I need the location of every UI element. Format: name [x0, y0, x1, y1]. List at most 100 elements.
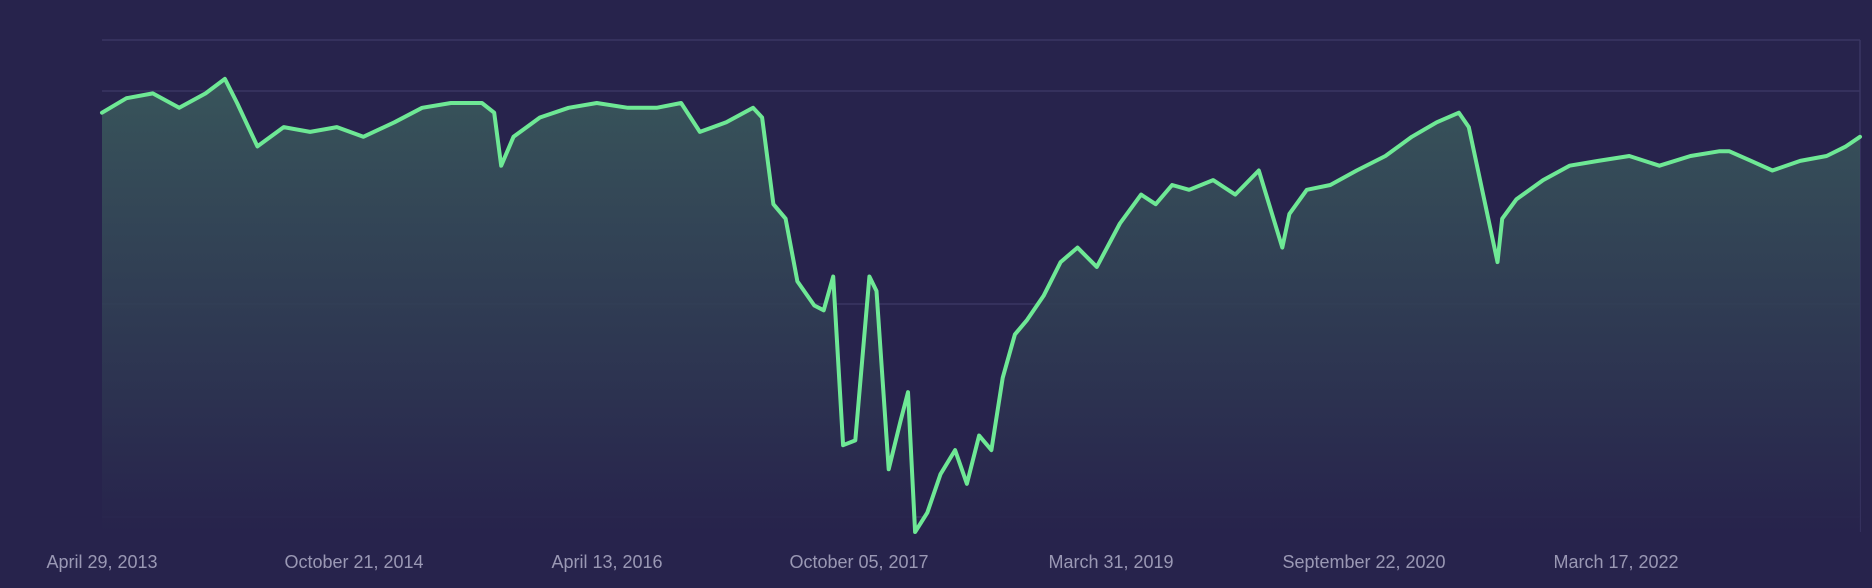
x-tick-label: March 31, 2019	[1048, 552, 1173, 572]
data-point	[1513, 196, 1519, 202]
data-point	[1169, 182, 1175, 188]
data-point	[1726, 148, 1732, 154]
data-point	[1688, 153, 1694, 159]
data-point	[697, 129, 703, 135]
data-point	[150, 90, 156, 96]
data-point	[1540, 177, 1546, 183]
data-point	[866, 274, 872, 280]
data-point	[1843, 143, 1849, 149]
data-point	[924, 510, 930, 516]
data-point	[1286, 211, 1292, 217]
series-area-fill	[102, 78, 1860, 533]
data-point	[254, 143, 260, 149]
data-point	[770, 201, 776, 207]
series-line	[99, 76, 1863, 534]
x-axis-ticks: April 29, 2013 October 21, 2014 April 13, …	[46, 552, 1678, 572]
data-point	[1626, 153, 1632, 159]
data-point	[1075, 245, 1081, 251]
data-point	[1256, 168, 1262, 174]
data-point	[334, 124, 340, 130]
data-point	[360, 134, 366, 140]
data-point	[1117, 221, 1123, 227]
data-point	[511, 134, 517, 140]
data-point	[821, 307, 827, 313]
data-point	[988, 447, 994, 453]
data-point	[794, 278, 800, 284]
data-point	[1304, 187, 1310, 193]
data-point	[1094, 264, 1100, 270]
data-point	[391, 119, 397, 125]
data-point	[99, 110, 105, 116]
data-point	[448, 100, 454, 106]
data-point	[1153, 201, 1159, 207]
data-point	[783, 216, 789, 222]
data-point	[1595, 158, 1601, 164]
data-point	[874, 288, 880, 294]
data-point	[491, 110, 497, 116]
data-point	[654, 105, 660, 111]
data-point	[759, 115, 765, 121]
data-point	[964, 481, 970, 487]
data-point	[1499, 216, 1505, 222]
data-point	[1279, 245, 1285, 251]
data-point	[594, 100, 600, 106]
data-point	[1210, 177, 1216, 183]
data-point	[1466, 124, 1472, 130]
series-line-path	[100, 76, 1862, 534]
data-point	[1456, 110, 1462, 116]
data-point	[1482, 201, 1488, 207]
data-point	[1434, 119, 1440, 125]
data-point	[852, 437, 858, 443]
data-point	[678, 100, 684, 106]
data-point	[1138, 192, 1144, 198]
series-area	[102, 78, 1860, 533]
data-point	[566, 105, 572, 111]
data-point	[281, 124, 287, 130]
data-point	[419, 105, 425, 111]
data-point	[1354, 168, 1360, 174]
data-point	[1857, 134, 1863, 140]
x-tick-label: March 17, 2022	[1553, 552, 1678, 572]
data-point	[811, 303, 817, 309]
x-tick-label: October 05, 2017	[789, 552, 928, 572]
data-point	[1748, 158, 1754, 164]
data-point	[1797, 158, 1803, 164]
x-tick-label: April 13, 2016	[551, 552, 662, 572]
data-point	[1769, 168, 1775, 174]
data-point	[840, 442, 846, 448]
data-point	[1824, 153, 1830, 159]
data-point	[222, 76, 228, 82]
data-point	[952, 447, 958, 453]
data-point	[1012, 331, 1018, 337]
data-point	[307, 129, 313, 135]
data-point	[976, 433, 982, 439]
data-point	[625, 105, 631, 111]
data-point	[1058, 259, 1064, 265]
data-point	[898, 418, 904, 424]
data-point	[1382, 153, 1388, 159]
data-point	[1656, 163, 1662, 169]
data-point	[750, 105, 756, 111]
data-point	[1041, 293, 1047, 299]
data-point	[1024, 317, 1030, 323]
data-point	[830, 274, 836, 280]
data-point	[938, 471, 944, 477]
x-tick-label: October 21, 2014	[284, 552, 423, 572]
data-point	[1495, 259, 1501, 265]
data-point	[1232, 192, 1238, 198]
data-point	[1000, 375, 1006, 381]
data-point	[905, 389, 911, 395]
data-point	[1717, 148, 1723, 154]
data-point	[1186, 187, 1192, 193]
data-point	[203, 90, 209, 96]
data-point	[498, 163, 504, 169]
x-tick-label: September 22, 2020	[1282, 552, 1445, 572]
x-tick-label: April 29, 2013	[46, 552, 157, 572]
data-point	[723, 119, 729, 125]
data-point	[1567, 163, 1573, 169]
data-point	[886, 466, 892, 472]
data-point	[479, 100, 485, 106]
data-point	[537, 115, 543, 121]
